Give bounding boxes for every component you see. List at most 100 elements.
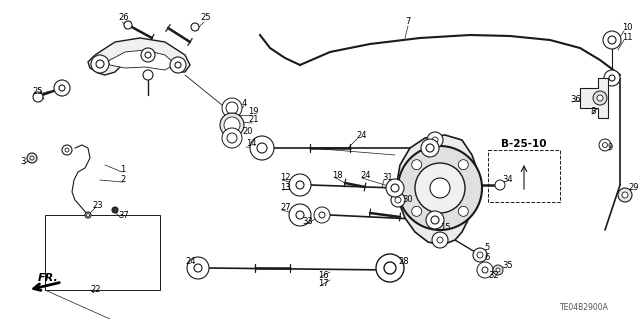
Circle shape [482, 267, 488, 273]
Text: 31: 31 [382, 174, 392, 182]
Circle shape [289, 174, 311, 196]
Circle shape [398, 146, 482, 230]
Text: 22: 22 [90, 286, 100, 294]
Circle shape [622, 192, 628, 198]
Circle shape [496, 268, 500, 272]
Text: 33: 33 [302, 218, 313, 226]
Text: 32: 32 [488, 271, 499, 279]
Circle shape [495, 180, 505, 190]
Circle shape [477, 252, 483, 258]
Circle shape [65, 148, 69, 152]
Text: 7: 7 [405, 18, 410, 26]
Circle shape [458, 206, 468, 216]
Circle shape [597, 95, 603, 101]
Circle shape [96, 60, 104, 68]
Circle shape [143, 70, 153, 80]
Circle shape [599, 139, 611, 151]
Circle shape [289, 204, 311, 226]
Text: 21: 21 [248, 115, 259, 124]
Circle shape [432, 137, 438, 143]
Text: 1: 1 [120, 166, 125, 174]
Text: 17: 17 [318, 279, 328, 288]
Text: 26: 26 [118, 13, 129, 23]
Text: 29: 29 [628, 183, 639, 192]
Circle shape [391, 184, 399, 192]
Circle shape [54, 80, 70, 96]
Circle shape [170, 57, 186, 73]
Circle shape [175, 62, 181, 68]
Bar [488, 150, 560, 202]
Text: 15: 15 [440, 222, 451, 232]
Text: 12: 12 [280, 174, 291, 182]
Circle shape [141, 48, 155, 62]
Text: 14: 14 [246, 138, 257, 147]
Text: 25: 25 [32, 87, 42, 97]
Circle shape [145, 52, 151, 58]
Circle shape [296, 181, 304, 189]
Circle shape [604, 70, 620, 86]
Polygon shape [397, 135, 478, 245]
Text: 37: 37 [118, 211, 129, 219]
Circle shape [426, 211, 444, 229]
Circle shape [426, 144, 434, 152]
Text: 5: 5 [484, 243, 489, 253]
Circle shape [415, 163, 465, 213]
Text: 23: 23 [92, 201, 102, 210]
Circle shape [27, 153, 37, 163]
Text: 36: 36 [570, 95, 580, 105]
Text: 30: 30 [402, 196, 413, 204]
Circle shape [493, 265, 503, 275]
Circle shape [124, 21, 132, 29]
Circle shape [593, 91, 607, 105]
Text: 8: 8 [590, 108, 595, 116]
Circle shape [395, 197, 401, 203]
Circle shape [227, 133, 237, 143]
Circle shape [220, 113, 244, 137]
Circle shape [222, 98, 242, 118]
Circle shape [412, 206, 422, 216]
Text: FR.: FR. [38, 273, 59, 283]
Circle shape [250, 136, 274, 160]
Text: 28: 28 [398, 257, 408, 266]
Text: 27: 27 [280, 203, 291, 211]
Text: 6: 6 [484, 254, 490, 263]
Polygon shape [580, 78, 608, 118]
Text: 4: 4 [242, 99, 247, 108]
Text: 20: 20 [242, 128, 253, 137]
Text: 9: 9 [608, 144, 613, 152]
Text: 3: 3 [20, 158, 26, 167]
Text: 18: 18 [332, 170, 342, 180]
Text: 24: 24 [356, 130, 367, 139]
Circle shape [458, 160, 468, 170]
Circle shape [430, 178, 450, 198]
Circle shape [194, 264, 202, 272]
Circle shape [421, 139, 439, 157]
Text: 25: 25 [200, 13, 211, 23]
Circle shape [427, 132, 443, 148]
Circle shape [30, 156, 34, 160]
Text: 24: 24 [360, 170, 371, 180]
Circle shape [412, 160, 422, 170]
Text: 10: 10 [622, 24, 632, 33]
Circle shape [91, 55, 109, 73]
Circle shape [473, 248, 487, 262]
Circle shape [59, 85, 65, 91]
Circle shape [384, 262, 396, 274]
Bar [45, 215, 160, 290]
Text: TE04B2900A: TE04B2900A [560, 303, 609, 313]
Text: 24: 24 [185, 257, 195, 266]
Text: B-25-10: B-25-10 [501, 139, 547, 149]
Circle shape [386, 179, 404, 197]
Circle shape [609, 75, 615, 81]
Circle shape [33, 92, 43, 102]
Polygon shape [108, 50, 175, 70]
Circle shape [112, 207, 118, 213]
Circle shape [603, 31, 621, 49]
Circle shape [62, 145, 72, 155]
Circle shape [608, 36, 616, 44]
Circle shape [602, 143, 607, 147]
Circle shape [85, 212, 91, 218]
Circle shape [226, 102, 238, 114]
Circle shape [314, 207, 330, 223]
Text: 2: 2 [120, 175, 125, 184]
